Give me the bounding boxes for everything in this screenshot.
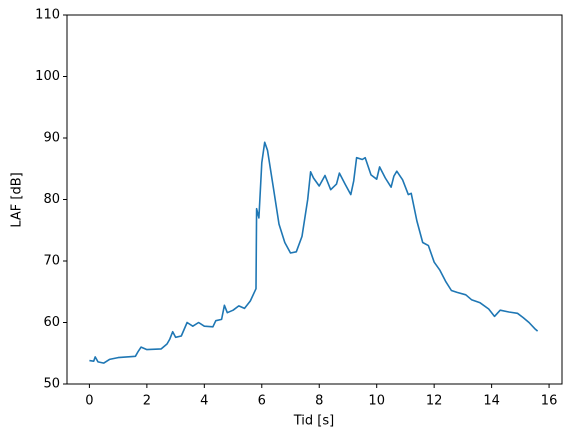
x-tick-label: 4 <box>200 394 208 409</box>
x-tick-label: 0 <box>85 394 93 409</box>
y-tick-label: 110 <box>35 8 60 23</box>
x-axis-label: Tid [s] <box>293 414 334 429</box>
x-tick-label: 6 <box>258 394 266 409</box>
y-axis-label: LAF [dB] <box>10 172 25 227</box>
x-tick-label: 2 <box>143 394 151 409</box>
x-tick-label: 12 <box>426 394 443 409</box>
data-line <box>89 141 539 364</box>
y-tick-label: 60 <box>43 315 60 330</box>
y-tick-label: 80 <box>43 192 60 207</box>
axes-frame <box>66 14 563 385</box>
y-tick-label: 50 <box>43 377 60 392</box>
x-tick-label: 16 <box>541 394 558 409</box>
x-tick-label: 10 <box>368 394 385 409</box>
y-tick-label: 100 <box>35 69 60 84</box>
y-tick-label: 70 <box>43 254 60 269</box>
x-tick-label: 14 <box>483 394 500 409</box>
x-tick-label: 8 <box>315 394 323 409</box>
y-tick-label: 90 <box>43 131 60 146</box>
